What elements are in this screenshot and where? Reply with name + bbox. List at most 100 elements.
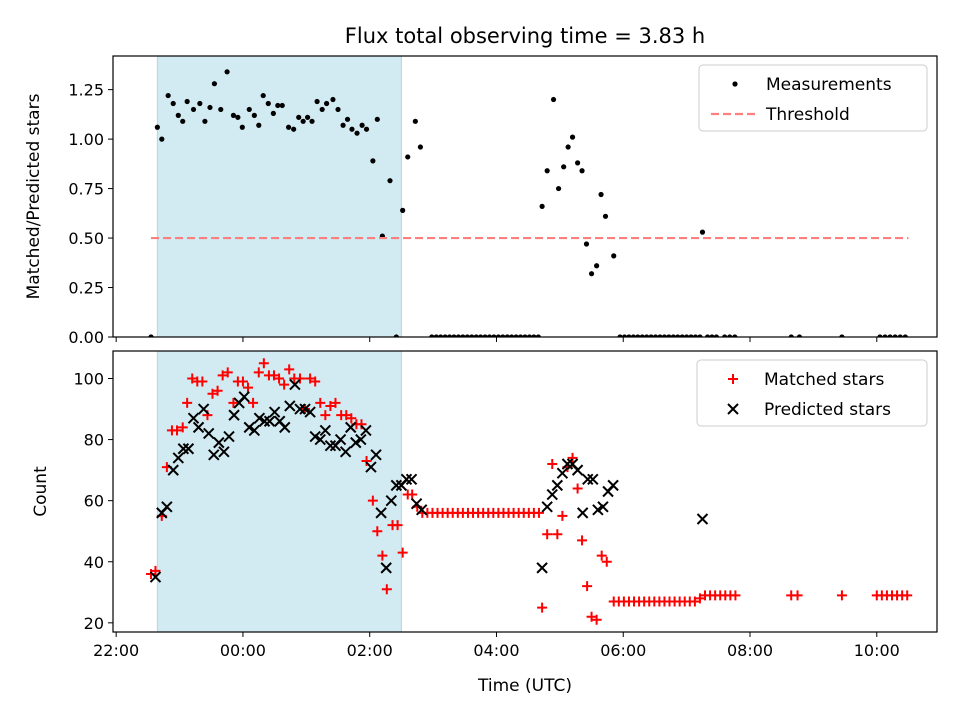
y-tick-label: 1.00 (68, 130, 104, 149)
measurement-point (170, 100, 176, 107)
measurement-point (882, 334, 888, 337)
y-tick-label: 1.25 (68, 81, 104, 100)
y-tick-label: 0.75 (68, 180, 104, 199)
matched-star-point (381, 584, 392, 595)
matched-star-point (596, 550, 607, 561)
matched-star-point (902, 590, 913, 601)
matched-star-point (397, 547, 408, 558)
measurement-point (335, 106, 341, 113)
predicted-star-point (309, 430, 321, 443)
predicted-star-point (187, 412, 200, 424)
measurement-point (363, 126, 370, 132)
observing-window-shade (156, 351, 402, 632)
axes-frame (112, 55, 938, 338)
measurement-point (265, 100, 271, 107)
matched-star-point (572, 483, 583, 494)
matched-star-point (836, 590, 847, 601)
measurement-point (732, 334, 738, 337)
measurement-point (617, 334, 623, 337)
measurement-point (473, 334, 479, 337)
x-tick-label: 10:00 (854, 641, 900, 660)
predicted-star-point (294, 403, 306, 415)
measurement-point (588, 271, 595, 277)
observing-window-shade (156, 56, 402, 337)
y-tick-label: 80 (84, 431, 104, 450)
y-tick-label: 20 (84, 614, 104, 633)
measurement-point (621, 334, 628, 337)
measurement-point (433, 334, 439, 337)
chart-title: Flux total observing time = 3.83 h (345, 24, 705, 48)
predicted-star-point (149, 571, 162, 583)
matched-star-point (274, 373, 285, 384)
measurement-point (275, 102, 281, 109)
measurement-point (550, 96, 557, 103)
predicted-star-point (324, 439, 337, 452)
measurement-point (684, 334, 690, 337)
matched-star-point (694, 593, 705, 604)
predicted-star-point (177, 443, 190, 455)
measurement-point (526, 334, 533, 337)
measurement-point (544, 168, 550, 174)
measurement-point (417, 144, 424, 150)
measurement-point (211, 81, 218, 87)
legend-box (698, 64, 928, 132)
measurement-point (713, 334, 720, 337)
measurement-point (661, 334, 668, 337)
predicted-star-point (289, 378, 301, 391)
legend-ratio: Measurements Threshold (698, 64, 928, 132)
matched-star-point (372, 526, 383, 537)
matched-star-point (294, 373, 305, 384)
measurement-point (704, 334, 711, 337)
measurement-point (699, 229, 706, 235)
x-tick-label: 08:00 (727, 641, 773, 660)
predicted-star-point (582, 473, 594, 485)
predicted-star-point (299, 403, 311, 415)
predicted-star-point (218, 446, 230, 458)
predicted-star-point (400, 473, 413, 485)
measurement-point (486, 334, 493, 337)
measurement-point (626, 334, 632, 337)
measurement-point (464, 334, 470, 337)
measurement-point (344, 116, 351, 122)
measurement-point (374, 116, 380, 122)
predicted-star-point (197, 403, 210, 415)
predicted-star-point (696, 513, 709, 525)
measurement-point (354, 130, 360, 136)
measurement-point (887, 334, 893, 337)
measurement-point (296, 114, 302, 120)
matched-star-point (182, 397, 193, 408)
predicted-star-point (172, 452, 184, 464)
legend-label: Threshold (765, 105, 850, 125)
predicted-star-point (279, 421, 291, 434)
measurement-point (598, 191, 604, 198)
series-matched-stars (146, 358, 913, 625)
matched-star-point (305, 373, 316, 384)
predicted-star-point (592, 504, 604, 516)
matched-star-point (367, 495, 378, 506)
predicted-star-point (390, 479, 403, 492)
predicted-star-point (182, 443, 195, 455)
predicted-star-point (253, 412, 266, 424)
measurement-point (892, 334, 898, 337)
measurement-point (291, 126, 297, 132)
legend-label: Matched stars (764, 370, 884, 390)
matched-star-point (330, 397, 341, 408)
measurement-point (469, 334, 475, 337)
y-tick-label: 40 (84, 553, 104, 572)
measurement-point (270, 110, 276, 116)
matched-star-point (601, 556, 612, 567)
measurement-point (405, 154, 411, 160)
predicted-star-point (380, 562, 392, 574)
measurement-point (190, 106, 197, 113)
predicted-star-point (213, 436, 225, 449)
measurement-point (902, 334, 908, 337)
predicted-star-point (561, 458, 574, 470)
matched-star-point (346, 413, 357, 424)
matched-star-point (217, 370, 228, 381)
matched-star-point (407, 489, 418, 500)
matched-star-point (222, 367, 233, 378)
matched-star-point (591, 614, 602, 625)
measurement-point (675, 334, 681, 337)
measurement-point (359, 122, 365, 128)
predicted-star-point (203, 427, 215, 440)
